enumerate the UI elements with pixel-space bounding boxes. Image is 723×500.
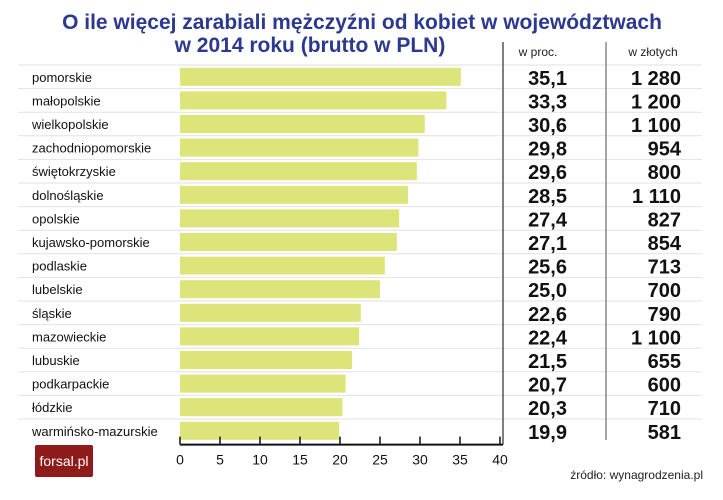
pln-value: 1 100 — [631, 115, 681, 137]
percent-value: 22,6 — [528, 304, 567, 326]
column-header-pln: w złotych — [627, 45, 677, 59]
bar — [180, 421, 340, 440]
percent-value: 20,7 — [528, 375, 567, 397]
x-tick-label: 0 — [176, 452, 184, 468]
percent-value: 30,6 — [528, 115, 567, 137]
percent-value: 29,6 — [528, 162, 567, 184]
pln-value: 854 — [648, 233, 682, 255]
bar — [180, 327, 360, 346]
x-tick-label: 15 — [292, 452, 308, 468]
bar — [180, 351, 352, 369]
percent-value: 33,3 — [528, 91, 567, 113]
category-label: kujawsko-pomorskie — [32, 235, 150, 250]
percent-value: 19,9 — [528, 422, 567, 444]
pln-value: 1 280 — [631, 68, 681, 90]
pln-value: 600 — [648, 375, 681, 397]
bar — [180, 233, 397, 251]
bar — [180, 374, 346, 393]
percent-value: 27,1 — [528, 233, 567, 255]
category-label: lubelskie — [32, 282, 83, 297]
pln-value: 581 — [648, 422, 681, 444]
bar — [180, 91, 447, 110]
category-label: łódzkie — [32, 400, 72, 415]
column-header-percent: w proc. — [518, 45, 558, 59]
pln-value: 1 200 — [631, 91, 681, 113]
bar — [180, 398, 343, 417]
bar — [180, 138, 419, 157]
percent-value: 29,8 — [528, 139, 567, 161]
bar — [180, 115, 425, 133]
category-label: lubuskie — [32, 353, 80, 368]
category-label: podkarpackie — [32, 377, 109, 392]
bar — [180, 280, 380, 299]
pln-value: 1 110 — [632, 186, 681, 208]
pln-value: 1 100 — [631, 327, 681, 349]
pln-value: 954 — [648, 139, 682, 161]
percent-value: 25,6 — [528, 257, 567, 279]
x-tick-label: 10 — [252, 452, 268, 468]
x-tick-label: 30 — [412, 452, 428, 468]
pln-value: 827 — [648, 209, 681, 231]
forsal-logo: forsal.pl — [35, 445, 93, 477]
pln-value: 655 — [648, 351, 681, 373]
percent-value: 25,0 — [528, 280, 567, 302]
percent-value: 35,1 — [528, 68, 567, 90]
percent-value: 22,4 — [528, 327, 568, 349]
x-tick-label: 5 — [216, 452, 224, 468]
percent-value: 20,3 — [528, 398, 567, 420]
percent-value: 27,4 — [528, 209, 568, 231]
category-label: mazowieckie — [32, 329, 106, 344]
logo-text: forsal.pl — [39, 453, 89, 469]
category-label: podlaskie — [32, 259, 87, 274]
percent-value: 28,5 — [528, 186, 567, 208]
bar — [180, 185, 408, 204]
x-tick-label: 35 — [452, 452, 468, 468]
bar — [180, 303, 361, 322]
category-label: zachodniopomorskie — [32, 141, 151, 156]
chart-subtitle: w 2014 roku (brutto w PLN) — [174, 34, 446, 57]
category-label: pomorskie — [32, 70, 92, 85]
pln-value: 800 — [648, 162, 681, 184]
pln-value: 713 — [648, 257, 681, 279]
chart-title: O ile więcej zarabiali mężczyźni od kobi… — [62, 11, 662, 34]
category-label: dolnośląskie — [32, 188, 104, 203]
category-label: opolskie — [32, 211, 80, 226]
percent-value: 21,5 — [528, 351, 567, 373]
pln-value: 790 — [648, 304, 681, 326]
bar — [180, 256, 385, 275]
bar — [180, 162, 417, 181]
x-tick-label: 25 — [372, 452, 388, 468]
bar — [180, 67, 461, 86]
category-label: świętokrzyskie — [32, 164, 116, 179]
category-label: śląskie — [32, 306, 72, 321]
pln-value: 710 — [648, 398, 681, 420]
category-label: warmińsko-mazurskie — [31, 424, 158, 439]
x-tick-label: 20 — [332, 452, 348, 468]
x-tick-label: 40 — [492, 452, 508, 468]
bar — [180, 209, 400, 228]
pln-value: 700 — [648, 280, 681, 302]
category-label: wielkopolskie — [31, 117, 109, 132]
category-label: małopolskie — [32, 93, 101, 108]
source-note: źródło: wynagrodzenia.pl — [570, 468, 703, 482]
